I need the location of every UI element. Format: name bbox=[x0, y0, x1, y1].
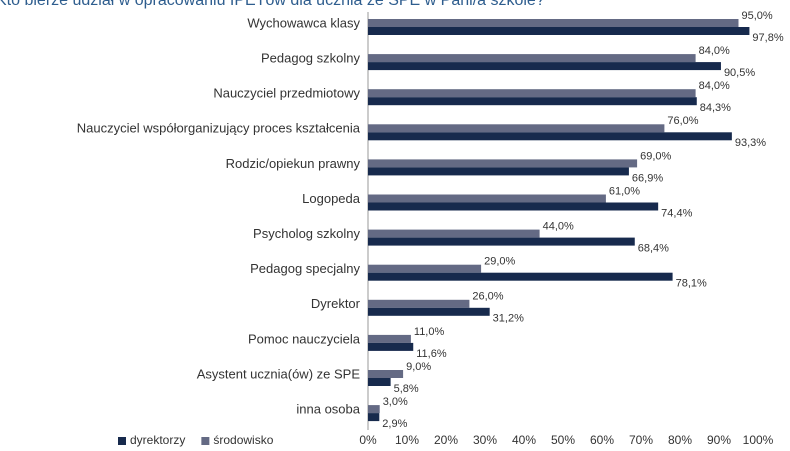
bar bbox=[368, 97, 697, 106]
x-tick-label: 20% bbox=[434, 433, 458, 447]
legend-swatch bbox=[118, 437, 126, 445]
bar bbox=[368, 194, 606, 203]
bar bbox=[368, 54, 696, 63]
category-label: Wychowawca klasy bbox=[247, 15, 360, 30]
value-label: 2,9% bbox=[382, 418, 407, 430]
category-label: Logopeda bbox=[302, 191, 361, 206]
bar bbox=[368, 19, 739, 27]
bar bbox=[368, 405, 380, 414]
bar bbox=[368, 370, 404, 378]
x-tick-label: 0% bbox=[359, 433, 377, 447]
bar bbox=[368, 124, 665, 133]
category-label: inna osoba bbox=[296, 402, 360, 417]
bar bbox=[368, 342, 414, 351]
category-label: Pedagog specjalny bbox=[250, 261, 360, 276]
bar bbox=[368, 334, 411, 343]
bar bbox=[368, 378, 391, 386]
category-label: Dyrektor bbox=[311, 296, 361, 311]
value-label: 29,0% bbox=[484, 256, 515, 268]
bar bbox=[368, 264, 482, 273]
value-label: 84,0% bbox=[699, 80, 730, 92]
value-label: 61,0% bbox=[609, 185, 640, 197]
value-label: 11,0% bbox=[414, 326, 445, 338]
value-label: 3,0% bbox=[383, 396, 408, 408]
category-label: Asystent ucznia(ów) ze SPE bbox=[197, 366, 361, 381]
value-label: 9,0% bbox=[406, 361, 431, 373]
value-label: 44,0% bbox=[543, 221, 574, 233]
category-label: Pedagog szkolny bbox=[261, 51, 361, 66]
category-label: Pomoc nauczyciela bbox=[248, 331, 361, 346]
bar bbox=[368, 202, 659, 211]
category-label: Nauczyciel współorganizujący proces kszt… bbox=[77, 121, 361, 136]
value-label: 84,0% bbox=[699, 45, 730, 57]
value-label: 76,0% bbox=[667, 115, 698, 127]
bar bbox=[368, 167, 629, 176]
x-tick-label: 10% bbox=[395, 433, 419, 447]
x-tick-label: 100% bbox=[743, 433, 774, 447]
value-label: 97,8% bbox=[752, 32, 783, 44]
bar bbox=[368, 413, 380, 422]
value-label: 84,3% bbox=[700, 102, 731, 114]
bar bbox=[368, 132, 732, 141]
x-tick-label: 80% bbox=[668, 433, 692, 447]
bar bbox=[368, 159, 638, 168]
value-label: 11,6% bbox=[416, 348, 447, 360]
value-label: 93,3% bbox=[735, 137, 766, 149]
bar bbox=[368, 272, 673, 281]
x-tick-label: 50% bbox=[551, 433, 575, 447]
bar bbox=[368, 237, 635, 246]
bar bbox=[368, 89, 696, 98]
x-tick-label: 40% bbox=[512, 433, 536, 447]
value-label: 95,0% bbox=[742, 10, 773, 22]
category-label: Rodzic/opiekun prawny bbox=[226, 156, 361, 171]
value-label: 69,0% bbox=[640, 150, 671, 162]
x-tick-label: 70% bbox=[629, 433, 653, 447]
x-tick-label: 60% bbox=[590, 433, 614, 447]
bar bbox=[368, 27, 750, 35]
legend-swatch bbox=[201, 437, 210, 445]
value-label: 66,9% bbox=[632, 172, 663, 184]
x-tick-label: 30% bbox=[473, 433, 497, 447]
category-label: Psycholog szkolny bbox=[253, 226, 360, 241]
value-label: 78,1% bbox=[676, 278, 707, 290]
bar bbox=[368, 299, 470, 308]
bar bbox=[368, 229, 540, 238]
value-label: 90,5% bbox=[724, 67, 755, 79]
category-label: Nauczyciel przedmiotowy bbox=[213, 86, 360, 101]
legend-label: środowisko bbox=[213, 433, 273, 447]
bar bbox=[368, 62, 721, 71]
value-label: 74,4% bbox=[661, 207, 692, 219]
value-label: 5,8% bbox=[394, 383, 419, 395]
bar bbox=[368, 307, 490, 316]
chart-title: Kto bierze udział w opracowaniu IPETów d… bbox=[0, 0, 545, 9]
x-tick-label: 90% bbox=[707, 433, 731, 447]
value-label: 68,4% bbox=[638, 243, 669, 255]
value-label: 31,2% bbox=[493, 313, 524, 325]
value-label: 26,0% bbox=[472, 291, 503, 303]
legend-label: dyrektorzy bbox=[130, 433, 185, 447]
